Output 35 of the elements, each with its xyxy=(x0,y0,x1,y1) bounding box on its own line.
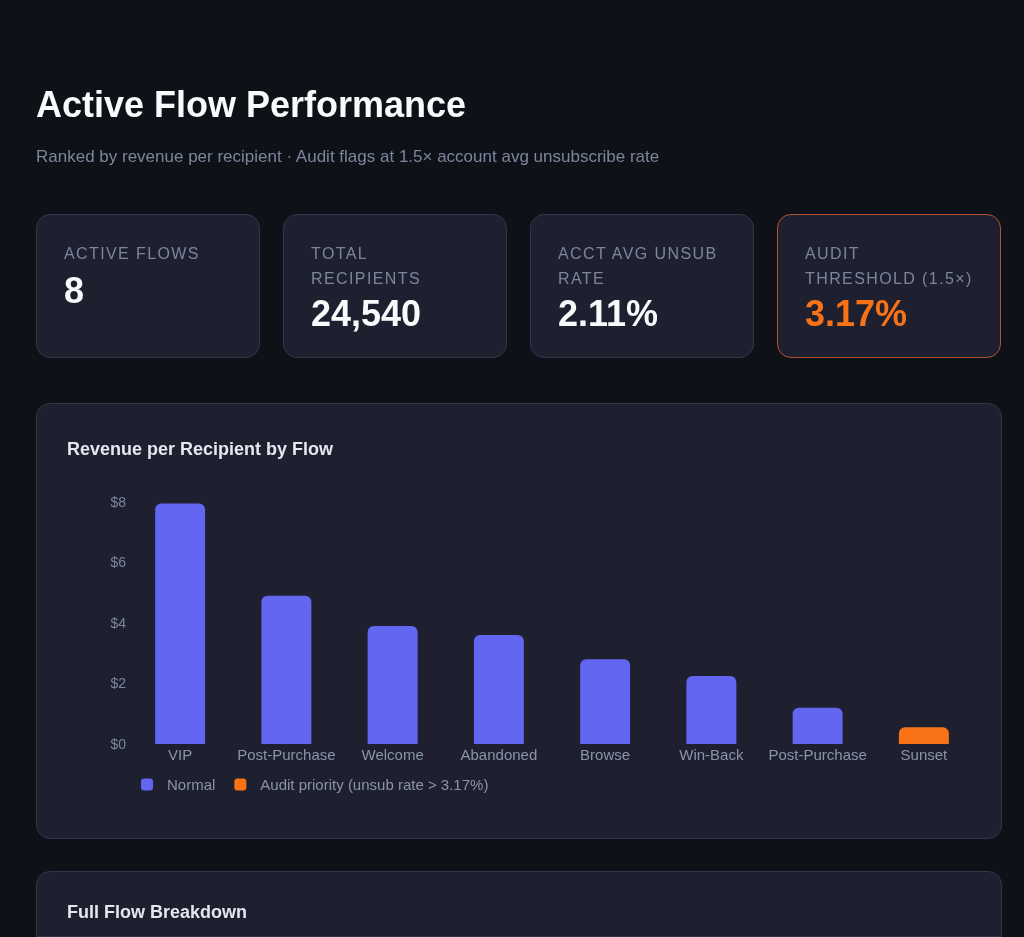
x-tick-label: Post-Purchase xyxy=(768,746,867,763)
text: TOTAL RECIPIENTS xyxy=(311,244,422,289)
y-tick-label: $0 xyxy=(110,735,127,752)
text: AUDIT THRESHOLD (1.5×) xyxy=(805,244,974,289)
chart-title: Revenue per Recipient by Flow xyxy=(67,439,334,460)
bar xyxy=(261,595,312,744)
legend-label: Audit priority (unsub rate > 3.17%) xyxy=(260,776,489,794)
x-tick-label: Post-Purchase xyxy=(237,746,336,763)
text: ACCT AVG UNSUB RATE xyxy=(558,244,719,289)
x-tick-label: VIP xyxy=(168,746,193,763)
text: Full Flow Breakdown xyxy=(67,902,248,923)
bar xyxy=(686,675,737,744)
text: 24,540 xyxy=(311,293,423,335)
bar xyxy=(792,707,843,744)
y-tick-label: $2 xyxy=(110,675,127,692)
x-tick-label: Browse xyxy=(580,746,631,763)
x-tick-label: Sunset xyxy=(900,746,949,763)
x-tick-label: Welcome xyxy=(361,746,424,763)
text: Active Flow Performance xyxy=(36,84,467,126)
bar xyxy=(367,626,418,744)
bar xyxy=(473,635,524,744)
x-tick-label: Abandoned xyxy=(460,746,538,763)
bar xyxy=(580,659,631,744)
y-tick-label: $6 xyxy=(110,554,127,571)
bar xyxy=(898,727,949,744)
legend-label: Normal xyxy=(167,776,216,794)
x-tick-label: Win-Back xyxy=(679,746,744,763)
y-tick-label: $4 xyxy=(110,614,127,631)
text: ACTIVE FLOWS xyxy=(64,244,201,264)
text: 8 xyxy=(64,270,86,312)
y-tick-label: $8 xyxy=(110,493,127,510)
bar xyxy=(155,503,206,744)
text: 2.11% xyxy=(558,293,660,335)
text: 3.17% xyxy=(805,293,909,335)
text: Ranked by revenue per recipient · Audit flags at 1.5× account avg unsubscribe rate xyxy=(36,147,660,167)
